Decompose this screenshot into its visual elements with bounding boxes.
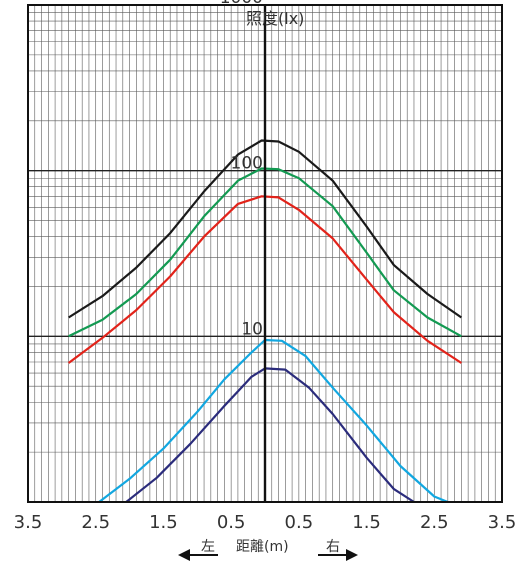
series-line-3 xyxy=(67,195,463,364)
right-arrow xyxy=(318,549,358,561)
y-decade-label: 1000 xyxy=(220,0,263,8)
x-tick-label: 1.5 xyxy=(352,512,381,533)
series-line-4 xyxy=(98,338,449,504)
x-tick-label: 2.5 xyxy=(81,512,110,533)
x-tick-label: 3.5 xyxy=(488,512,517,533)
y-decade-label: 10 xyxy=(241,319,263,339)
y-decade-label: 100 xyxy=(231,154,263,174)
series-line-2 xyxy=(68,167,462,338)
right-direction-label: 右 xyxy=(326,539,340,555)
x-tick-label: 1.5 xyxy=(149,512,178,533)
x-tick-label: 0.5 xyxy=(285,512,314,533)
x-tick-label: 2.5 xyxy=(420,512,449,533)
series-line-5 xyxy=(125,367,415,503)
y-axis-title: 照度(lx) xyxy=(246,9,304,28)
series-line-1 xyxy=(68,139,463,319)
left-arrow xyxy=(178,549,218,561)
x-tick-label: 0.5 xyxy=(217,512,246,533)
x-tick-label: 3.5 xyxy=(14,512,43,533)
series-layer xyxy=(67,139,463,504)
left-direction-label: 左 xyxy=(201,539,215,555)
label-layer: 照度(lx) 左 距離(m) 右 3.5 2.5 1.5 0.5 0.5 1.5 2.5 3.… xyxy=(14,0,517,561)
x-axis-title: 距離(m) xyxy=(236,538,289,555)
plot-frame xyxy=(27,4,503,503)
